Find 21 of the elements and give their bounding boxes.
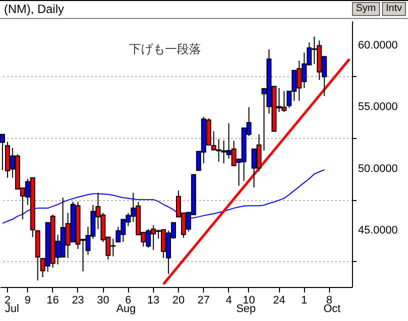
x-tick-label: 9 <box>24 294 31 306</box>
y-tick-label: 45.0000 <box>358 224 398 236</box>
x-tick-label: 13 <box>147 294 160 306</box>
x-tick-label: 27 <box>198 294 210 306</box>
text: Jul <box>4 303 20 315</box>
x-tick-label: 16 <box>46 294 59 306</box>
x-tick-label: 1 <box>301 294 308 306</box>
text: Oct <box>323 303 341 315</box>
toolbar-button: Sym <box>352 2 380 16</box>
y-tick-label: 50.0000 <box>358 162 398 175</box>
chart-title: (NM), Daily <box>4 2 64 16</box>
toolbar-button: Intv <box>382 2 406 16</box>
annotation: 下げも一段落 <box>129 42 201 56</box>
x-tick-label: 4 <box>226 294 232 306</box>
x-tick-label: 23 <box>72 294 84 306</box>
y-tick-label: 55.0000 <box>358 101 398 114</box>
x-tick-label: 30 <box>96 294 110 306</box>
y-tick-label: 60.0000 <box>358 40 398 52</box>
x-tick-label: 20 <box>172 294 185 306</box>
candlestick <box>0 134 6 171</box>
x-tick-label: 24 <box>272 294 286 306</box>
